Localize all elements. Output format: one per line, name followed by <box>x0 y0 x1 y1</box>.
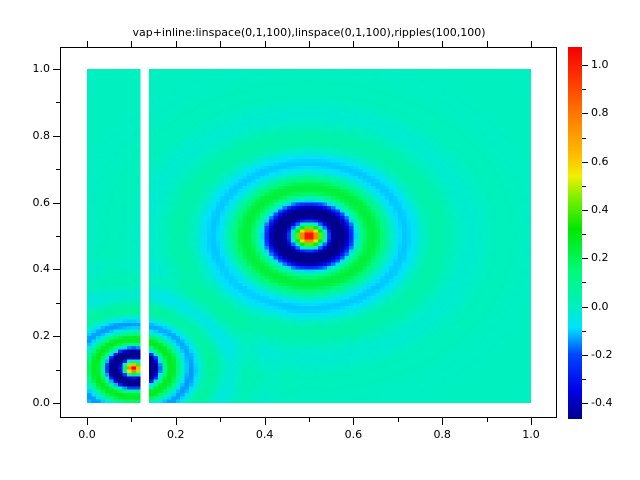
y-minor-tick <box>56 102 60 104</box>
y-tick-label: 0.6 <box>32 195 51 209</box>
colorbar-major-tick <box>582 403 588 405</box>
colorbar-tick-label: 0.8 <box>591 106 609 120</box>
colorbar-minor-tick <box>582 234 586 236</box>
x-top-tick <box>486 41 488 47</box>
colorbar-minor-tick <box>582 282 586 284</box>
y-tick-label: 0.0 <box>32 396 51 409</box>
y-major-tick <box>53 269 60 271</box>
x-major-tick <box>87 418 88 425</box>
x-major-tick <box>442 418 444 425</box>
x-top-tick <box>442 41 444 47</box>
y-major-tick <box>53 336 60 338</box>
colorbar-tick-label: 1.0 <box>591 58 609 72</box>
y-major-tick <box>53 403 60 404</box>
colorbar-major-tick <box>582 209 588 211</box>
x-tick-label: 0.2 <box>167 428 185 441</box>
colorbar-tick-label: -0.2 <box>591 347 613 361</box>
colorbar-tick-label: 0.0 <box>591 299 609 313</box>
colorbar-minor-tick <box>582 330 586 332</box>
x-top-tick <box>309 41 310 47</box>
x-minor-tick <box>486 418 488 422</box>
colorbar-minor-tick <box>582 185 586 187</box>
x-minor-tick <box>397 418 399 422</box>
colorbar-major-tick <box>582 113 588 115</box>
x-major-tick <box>353 418 355 425</box>
y-tick-label: 0.4 <box>32 262 51 276</box>
x-top-tick <box>87 41 88 47</box>
x-major-tick <box>264 418 266 425</box>
colorbar-major-tick <box>582 306 588 308</box>
x-minor-tick <box>309 418 310 422</box>
y-tick-label: 0.2 <box>32 329 51 343</box>
x-tick-label: 0.6 <box>344 428 363 441</box>
colorbar-minor-tick <box>582 89 586 91</box>
x-minor-tick <box>220 418 222 422</box>
colorbar-minor-tick <box>582 137 586 139</box>
x-top-tick <box>531 41 532 47</box>
y-minor-tick <box>56 302 60 304</box>
x-tick-label: 0.8 <box>433 428 451 441</box>
colorbar-tick-label: -0.4 <box>591 396 613 410</box>
x-minor-tick <box>131 418 133 422</box>
colorbar-major-tick <box>582 161 588 163</box>
y-minor-tick <box>56 369 60 371</box>
y-minor-tick <box>56 236 60 237</box>
y-tick-label: 0.8 <box>32 128 51 142</box>
colorbar-tick-label: 0.2 <box>591 251 609 265</box>
x-top-tick <box>264 41 266 47</box>
x-top-tick <box>397 41 399 47</box>
ripples-heatmap <box>87 69 531 403</box>
colorbar-tick-label: 0.6 <box>591 154 609 168</box>
y-major-tick <box>53 69 60 70</box>
colorbar <box>568 47 582 419</box>
colorbar-major-tick <box>582 65 588 67</box>
plot-frame <box>60 47 557 418</box>
y-major-tick <box>53 135 60 137</box>
y-minor-tick <box>56 169 60 171</box>
x-top-tick <box>220 41 222 47</box>
y-major-tick <box>53 202 60 204</box>
x-top-tick <box>131 41 133 47</box>
x-tick-label: 1.0 <box>522 428 540 441</box>
colorbar-tick-label: 0.4 <box>591 202 609 216</box>
plot-title: vap+inline:linspace(0,1,100),linspace(0,… <box>132 26 486 39</box>
x-major-tick <box>531 418 532 425</box>
x-tick-label: 0.4 <box>255 428 274 441</box>
x-top-tick <box>353 41 355 47</box>
x-tick-label: 0.0 <box>78 428 96 441</box>
colorbar-minor-tick <box>582 378 586 380</box>
colorbar-major-tick <box>582 258 588 260</box>
colorbar-major-tick <box>582 354 588 356</box>
x-major-tick <box>175 418 177 425</box>
y-tick-label: 1.0 <box>32 62 51 75</box>
x-top-tick <box>175 41 177 47</box>
